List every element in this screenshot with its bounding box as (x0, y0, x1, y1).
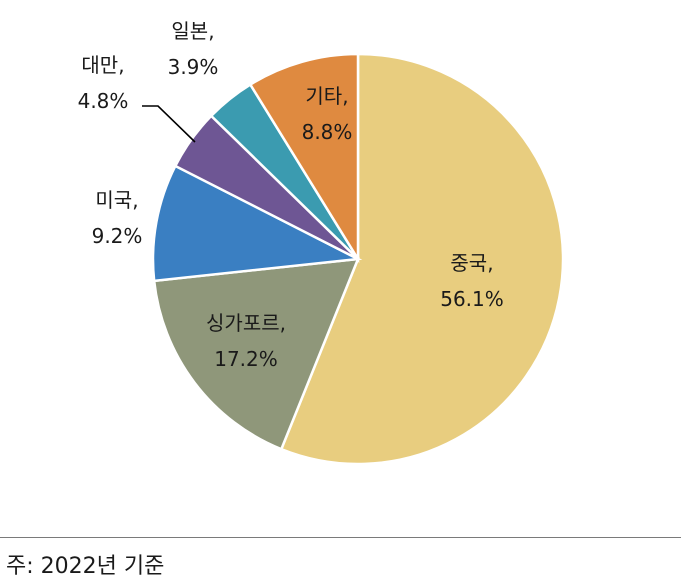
slice-label-3: 미국, (95, 188, 138, 212)
slice-label-5: 일본, (171, 19, 214, 43)
slice-label-6: 기타, (305, 84, 348, 108)
leader-line-taiwan (142, 105, 196, 143)
footer-divider (0, 537, 681, 538)
pie-slice-3 (151, 164, 363, 283)
slice-value-label-1: 56.1% (440, 287, 504, 311)
pie-slice-6 (248, 52, 360, 264)
footnote: 주: 2022년 기준 (6, 554, 165, 579)
slice-value-label-4: 4.8% (78, 89, 129, 113)
slice-value-label-5: 3.9% (168, 55, 219, 79)
slice-value-label-3: 9.2% (92, 224, 143, 248)
slice-label-2: 싱가포르, (206, 311, 286, 335)
slice-label-4: 대만, (81, 53, 124, 77)
pie-slice-2 (152, 257, 360, 451)
slice-value-label-6: 8.8% (302, 120, 353, 144)
slice-value-label-2: 17.2% (214, 347, 278, 371)
pie-slice-1 (279, 52, 565, 466)
slice-label-1: 중국, (450, 251, 493, 275)
